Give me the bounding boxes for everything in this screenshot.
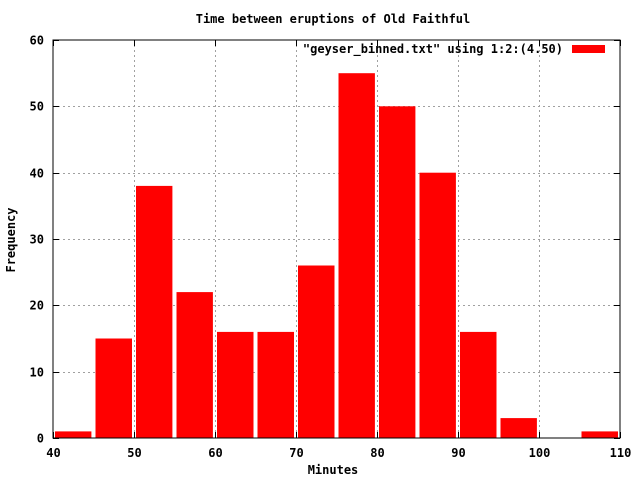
x-tick-label-70: 70 <box>289 446 303 460</box>
y-tick-label-20: 20 <box>30 299 44 313</box>
y-axis-label: Frequency <box>4 207 18 272</box>
bar-107.5 <box>581 431 618 438</box>
legend: "geyser_binned.txt" using 1:2:(4.50) <box>303 42 605 57</box>
bar-97.5 <box>500 418 537 438</box>
grid-lines <box>53 40 620 438</box>
y-tick-label-50: 50 <box>30 100 44 114</box>
y-tick-label-30: 30 <box>30 233 44 247</box>
y-tick-label-10: 10 <box>30 366 44 380</box>
bar-62.5 <box>217 331 254 438</box>
bar-47.5 <box>95 338 132 438</box>
bar-92.5 <box>460 331 497 438</box>
x-tick-label-50: 50 <box>127 446 141 460</box>
y-tick-label-60: 60 <box>30 34 44 48</box>
tick-marks <box>53 40 621 439</box>
y-tick-label-0: 0 <box>37 432 44 446</box>
x-tick-label-40: 40 <box>46 446 60 460</box>
legend-label: "geyser_binned.txt" using 1:2:(4.50) <box>303 42 563 57</box>
y-tick-labels: 0 10 20 30 40 50 60 <box>30 34 44 446</box>
chart-title: Time between eruptions of Old Faithful <box>196 12 471 26</box>
x-tick-label-110: 110 <box>610 446 632 460</box>
x-tick-label-60: 60 <box>208 446 222 460</box>
bar-57.5 <box>176 292 213 438</box>
x-tick-label-100: 100 <box>529 446 551 460</box>
bar-77.5 <box>338 73 375 438</box>
y-tick-label-40: 40 <box>30 167 44 181</box>
x-axis-label: Minutes <box>308 463 359 477</box>
bar-52.5 <box>136 185 173 438</box>
x-tick-labels: 40 50 60 70 80 90 100 110 <box>46 446 631 460</box>
bar-72.5 <box>298 265 335 438</box>
x-tick-label-80: 80 <box>370 446 384 460</box>
x-tick-label-90: 90 <box>451 446 465 460</box>
bars <box>55 73 618 439</box>
bar-82.5 <box>379 106 416 439</box>
bar-42.5 <box>55 431 92 438</box>
legend-swatch <box>572 45 605 53</box>
bar-67.5 <box>257 331 294 438</box>
bar-87.5 <box>419 172 456 438</box>
